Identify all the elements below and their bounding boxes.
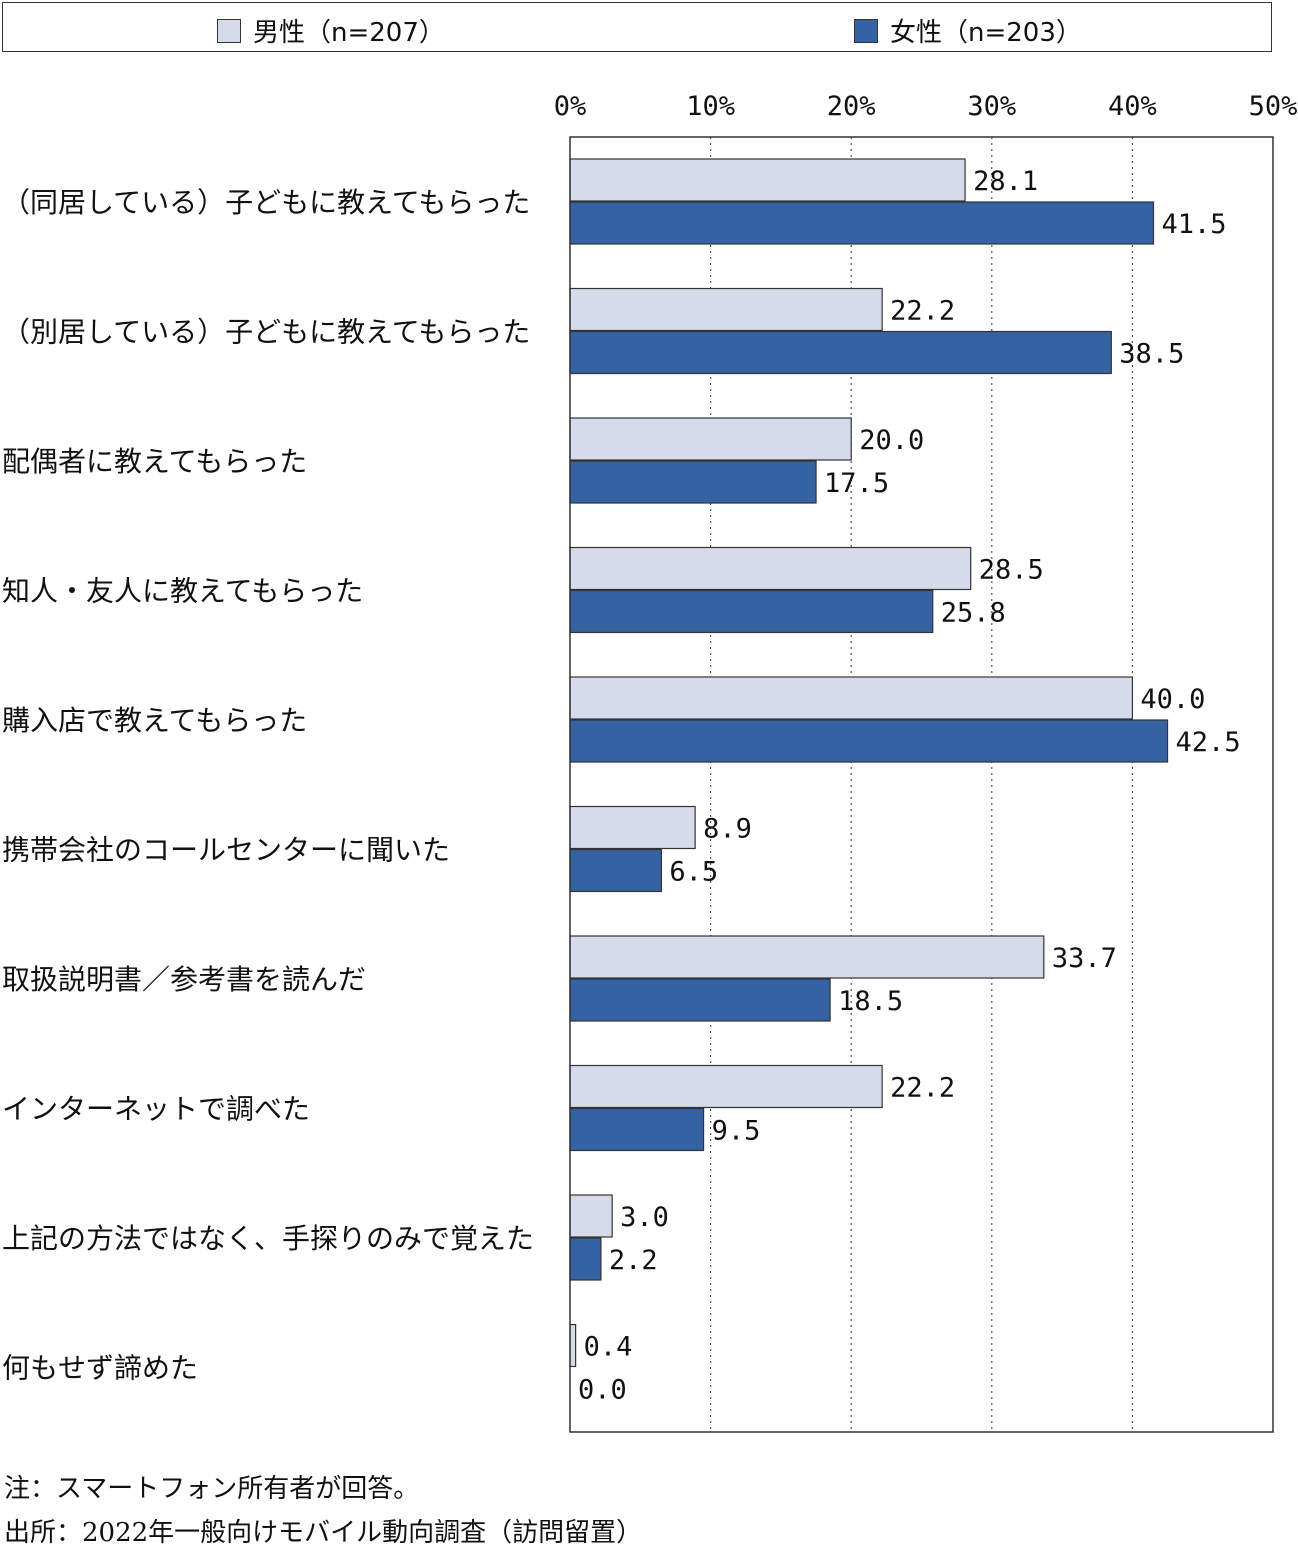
data-label-s0-c8: 3.0 bbox=[620, 1202, 669, 1233]
bar-s1-c8 bbox=[569, 1237, 602, 1281]
category-label-6: 取扱説明書／参考書を読んだ bbox=[2, 963, 366, 996]
bar-s0-c8 bbox=[569, 1194, 613, 1238]
data-label-s0-c9: 0.4 bbox=[584, 1332, 633, 1363]
data-label-s0-c0: 28.1 bbox=[973, 166, 1038, 197]
category-label-4: 購入店で教えてもらった bbox=[2, 704, 307, 737]
category-label-9: 何もせず諦めた bbox=[2, 1351, 198, 1384]
data-label-s0-c7: 22.2 bbox=[890, 1073, 955, 1104]
category-label-7: インターネットで調べた bbox=[2, 1092, 310, 1125]
x-tick-label-1: 10% bbox=[686, 91, 735, 122]
legend-item-male: 男性（n=207） bbox=[217, 12, 445, 49]
x-tick-label-2: 20% bbox=[827, 91, 876, 122]
legend-item-female: 女性（n=203） bbox=[854, 12, 1082, 49]
bar-s0-c9 bbox=[569, 1323, 577, 1368]
data-label-s1-c7: 9.5 bbox=[712, 1116, 761, 1147]
bar-s1-c0 bbox=[569, 201, 1155, 245]
bar-chart: 0% 10% 20% 30% 40% 50% （同居している）子どもに教えてもらった 28.1… bbox=[2, 91, 1298, 1433]
category-label-1: （別居している）子どもに教えてもらった bbox=[2, 315, 530, 348]
data-label-s1-c6: 18.5 bbox=[838, 986, 903, 1017]
data-label-s0-c4: 40.0 bbox=[1140, 684, 1205, 715]
bar-s1-c3 bbox=[569, 589, 934, 634]
plot-frame bbox=[569, 136, 1274, 1433]
legend-label-female: 女性（n=203） bbox=[890, 18, 1082, 48]
data-label-s1-c5: 6.5 bbox=[669, 857, 718, 888]
bar-s0-c4 bbox=[569, 676, 1134, 720]
data-label-s1-c0: 41.5 bbox=[1161, 209, 1226, 240]
data-label-s1-c3: 25.8 bbox=[941, 598, 1006, 629]
bar-s0-c6 bbox=[569, 935, 1045, 979]
bar-s1-c5 bbox=[569, 848, 662, 893]
data-label-s1-c9: 0.0 bbox=[578, 1375, 627, 1406]
data-label-s1-c1: 38.5 bbox=[1119, 339, 1184, 370]
data-label-s0-c6: 33.7 bbox=[1052, 943, 1117, 974]
chart-source: 出所：2022年一般向けモバイル動向調査（訪問留置） bbox=[4, 1518, 643, 1548]
bar-s1-c7 bbox=[569, 1107, 705, 1152]
x-tick-label-5: 50% bbox=[1249, 91, 1298, 122]
bar-s0-c3 bbox=[569, 546, 972, 591]
bar-s0-c0 bbox=[569, 158, 966, 202]
data-label-s1-c4: 42.5 bbox=[1176, 727, 1241, 758]
bar-s0-c2 bbox=[569, 417, 852, 461]
x-tick-label-0: 0% bbox=[554, 91, 587, 122]
chart-note: 注：スマートフォン所有者が回答。 bbox=[4, 1474, 420, 1504]
data-label-s0-c2: 20.0 bbox=[859, 425, 924, 456]
category-label-5: 携帯会社のコールセンターに聞いた bbox=[2, 833, 450, 866]
data-label-s0-c1: 22.2 bbox=[890, 296, 955, 327]
legend-label-male: 男性（n=207） bbox=[253, 18, 445, 48]
bar-s0-c7 bbox=[569, 1064, 883, 1109]
bar-s1-c4 bbox=[569, 719, 1169, 763]
category-label-2: 配偶者に教えてもらった bbox=[2, 445, 307, 478]
x-tick-label-3: 30% bbox=[967, 91, 1016, 122]
category-label-3: 知人・友人に教えてもらった bbox=[2, 574, 363, 607]
category-label-8: 上記の方法ではなく、手探りのみで覚えた bbox=[2, 1222, 534, 1255]
legend: 男性（n=207） 女性（n=203） bbox=[2, 2, 1272, 52]
bar-s1-c2 bbox=[569, 460, 817, 504]
data-label-s0-c5: 8.9 bbox=[703, 814, 752, 845]
x-tick-label-4: 40% bbox=[1108, 91, 1157, 122]
legend-swatch-male bbox=[217, 18, 241, 43]
data-label-s1-c2: 17.5 bbox=[824, 468, 889, 499]
category-label-0: （同居している）子どもに教えてもらった bbox=[2, 186, 530, 219]
bar-s1-c1 bbox=[569, 330, 1112, 375]
legend-swatch-female bbox=[854, 18, 878, 43]
bar-s1-c6 bbox=[569, 978, 831, 1022]
bar-s0-c5 bbox=[569, 805, 696, 850]
data-label-s0-c3: 28.5 bbox=[979, 555, 1044, 586]
bar-s0-c1 bbox=[569, 287, 883, 332]
data-label-s1-c8: 2.2 bbox=[609, 1245, 658, 1276]
